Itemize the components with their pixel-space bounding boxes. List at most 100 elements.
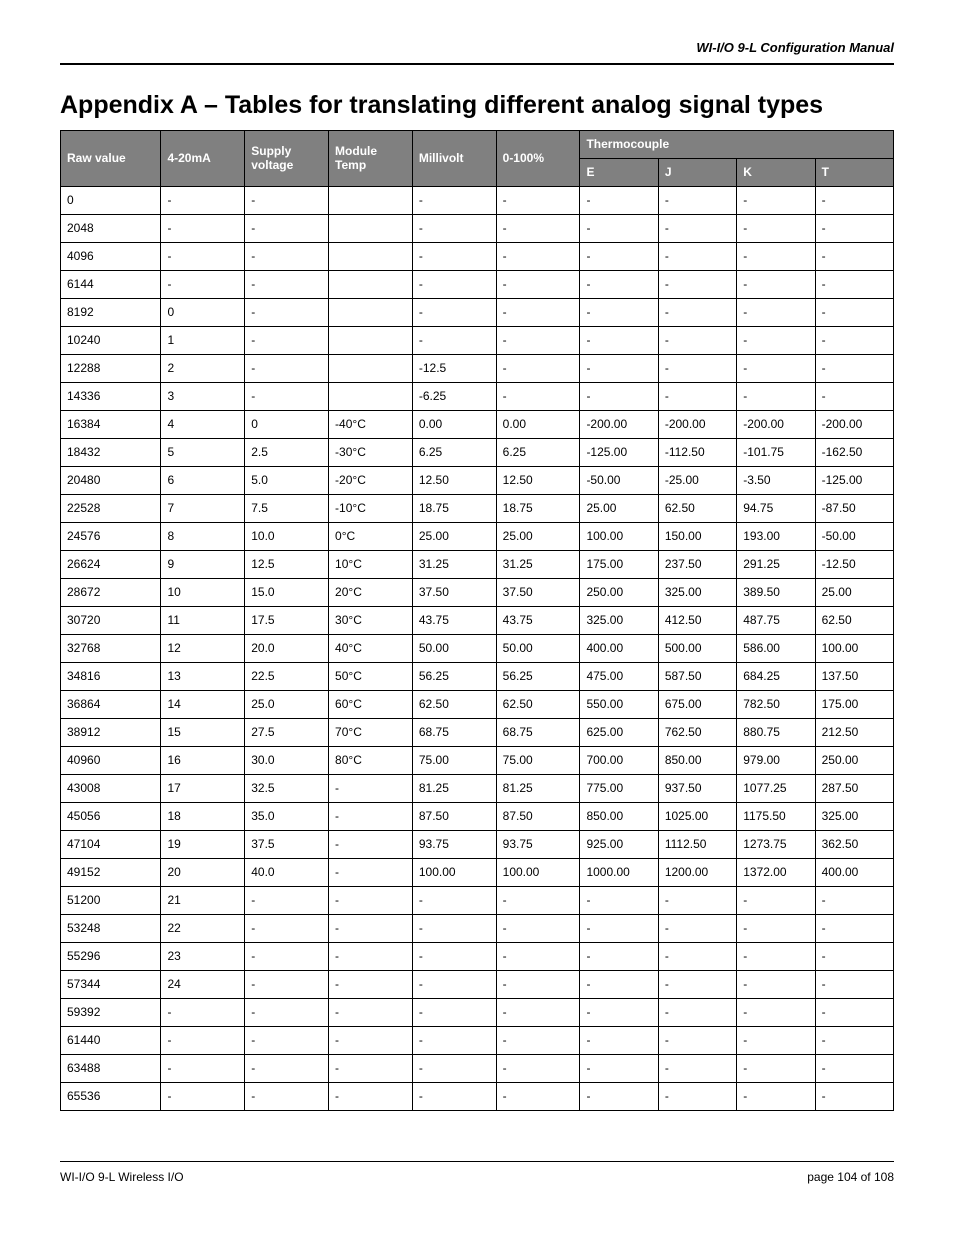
table-cell: -162.50 — [815, 438, 893, 466]
table-cell: 0 — [61, 186, 161, 214]
table-cell: 56.25 — [496, 662, 580, 690]
table-cell: - — [412, 298, 496, 326]
table-cell: 10240 — [61, 326, 161, 354]
col-header: Millivolt — [412, 130, 496, 186]
table-cell: - — [815, 326, 893, 354]
table-cell: 175.00 — [815, 690, 893, 718]
table-cell: - — [496, 970, 580, 998]
table-cell: 7.5 — [245, 494, 329, 522]
table-cell: - — [496, 1054, 580, 1082]
table-cell: - — [658, 942, 736, 970]
table-cell: 75.00 — [496, 746, 580, 774]
table-cell: 400.00 — [815, 858, 893, 886]
table-cell: 212.50 — [815, 718, 893, 746]
table-cell: - — [496, 1026, 580, 1054]
table-cell: -87.50 — [815, 494, 893, 522]
table-cell: - — [737, 382, 815, 410]
table-cell: - — [329, 942, 413, 970]
table-cell — [329, 186, 413, 214]
table-cell: - — [658, 270, 736, 298]
table-cell: 24576 — [61, 522, 161, 550]
table-cell: 80°C — [329, 746, 413, 774]
table-cell: 43.75 — [412, 606, 496, 634]
table-cell: - — [658, 914, 736, 942]
col-subheader: T — [815, 158, 893, 186]
table-cell: - — [245, 970, 329, 998]
table-cell: 625.00 — [580, 718, 658, 746]
table-cell: 1077.25 — [737, 774, 815, 802]
table-cell: 25.0 — [245, 690, 329, 718]
table-cell: 12.50 — [412, 466, 496, 494]
table-row: 348161322.550°C56.2556.25475.00587.50684… — [61, 662, 894, 690]
table-cell: 8192 — [61, 298, 161, 326]
table-cell: 0 — [161, 298, 245, 326]
table-row: 1638440-40°C0.000.00-200.00-200.00-200.0… — [61, 410, 894, 438]
table-cell: 14336 — [61, 382, 161, 410]
table-cell: 325.00 — [580, 606, 658, 634]
table-cell: - — [737, 1082, 815, 1110]
table-cell: 93.75 — [412, 830, 496, 858]
table-cell: 49152 — [61, 858, 161, 886]
table-row: 0-------- — [61, 186, 894, 214]
table-cell: - — [580, 1026, 658, 1054]
table-cell: 50.00 — [412, 634, 496, 662]
table-cell: - — [815, 382, 893, 410]
table-cell: 979.00 — [737, 746, 815, 774]
table-row: 2252877.5-10°C18.7518.7525.0062.5094.75-… — [61, 494, 894, 522]
col-header: 0-100% — [496, 130, 580, 186]
table-cell: 2 — [161, 354, 245, 382]
table-cell: 25.00 — [815, 578, 893, 606]
table-cell: - — [496, 942, 580, 970]
table-cell: - — [658, 242, 736, 270]
table-cell: 30°C — [329, 606, 413, 634]
table-cell: 675.00 — [658, 690, 736, 718]
table-cell: 62.50 — [496, 690, 580, 718]
table-cell: 47104 — [61, 830, 161, 858]
table-cell: - — [412, 326, 496, 354]
table-cell: - — [580, 214, 658, 242]
table-cell: 35.0 — [245, 802, 329, 830]
table-cell: 43008 — [61, 774, 161, 802]
table-cell: -10°C — [329, 494, 413, 522]
table-cell: - — [329, 1082, 413, 1110]
table-cell: 31.25 — [496, 550, 580, 578]
table-cell: 412.50 — [658, 606, 736, 634]
table-cell: -20°C — [329, 466, 413, 494]
table-cell: 6 — [161, 466, 245, 494]
table-cell: - — [412, 1054, 496, 1082]
table-cell: 62.50 — [815, 606, 893, 634]
table-cell: - — [412, 942, 496, 970]
table-cell: - — [412, 998, 496, 1026]
table-cell: - — [815, 186, 893, 214]
table-cell: 5.0 — [245, 466, 329, 494]
table-cell: - — [580, 970, 658, 998]
table-cell: - — [412, 886, 496, 914]
table-cell: 17 — [161, 774, 245, 802]
table-row: 2048065.0-20°C12.5012.50-50.00-25.00-3.5… — [61, 466, 894, 494]
table-cell: - — [245, 242, 329, 270]
table-cell: - — [737, 914, 815, 942]
table-cell: - — [815, 242, 893, 270]
table-cell: 36864 — [61, 690, 161, 718]
table-row: 1843252.5-30°C6.256.25-125.00-112.50-101… — [61, 438, 894, 466]
table-cell: 37.50 — [412, 578, 496, 606]
table-cell: 325.00 — [815, 802, 893, 830]
table-cell: 775.00 — [580, 774, 658, 802]
table-cell: - — [329, 886, 413, 914]
table-cell: 9 — [161, 550, 245, 578]
table-row: 430081732.5-81.2581.25775.00937.501077.2… — [61, 774, 894, 802]
col-header: Supply voltage — [245, 130, 329, 186]
table-cell: - — [161, 214, 245, 242]
table-cell: - — [580, 886, 658, 914]
table-cell: - — [245, 298, 329, 326]
table-cell: - — [737, 298, 815, 326]
table-cell: -50.00 — [580, 466, 658, 494]
table-cell: - — [161, 1026, 245, 1054]
table-cell: 40.0 — [245, 858, 329, 886]
table-cell: 11 — [161, 606, 245, 634]
table-cell: 389.50 — [737, 578, 815, 606]
table-row: 26624912.510°C31.2531.25175.00237.50291.… — [61, 550, 894, 578]
table-cell: - — [496, 242, 580, 270]
table-cell: - — [580, 1054, 658, 1082]
table-cell: - — [245, 914, 329, 942]
